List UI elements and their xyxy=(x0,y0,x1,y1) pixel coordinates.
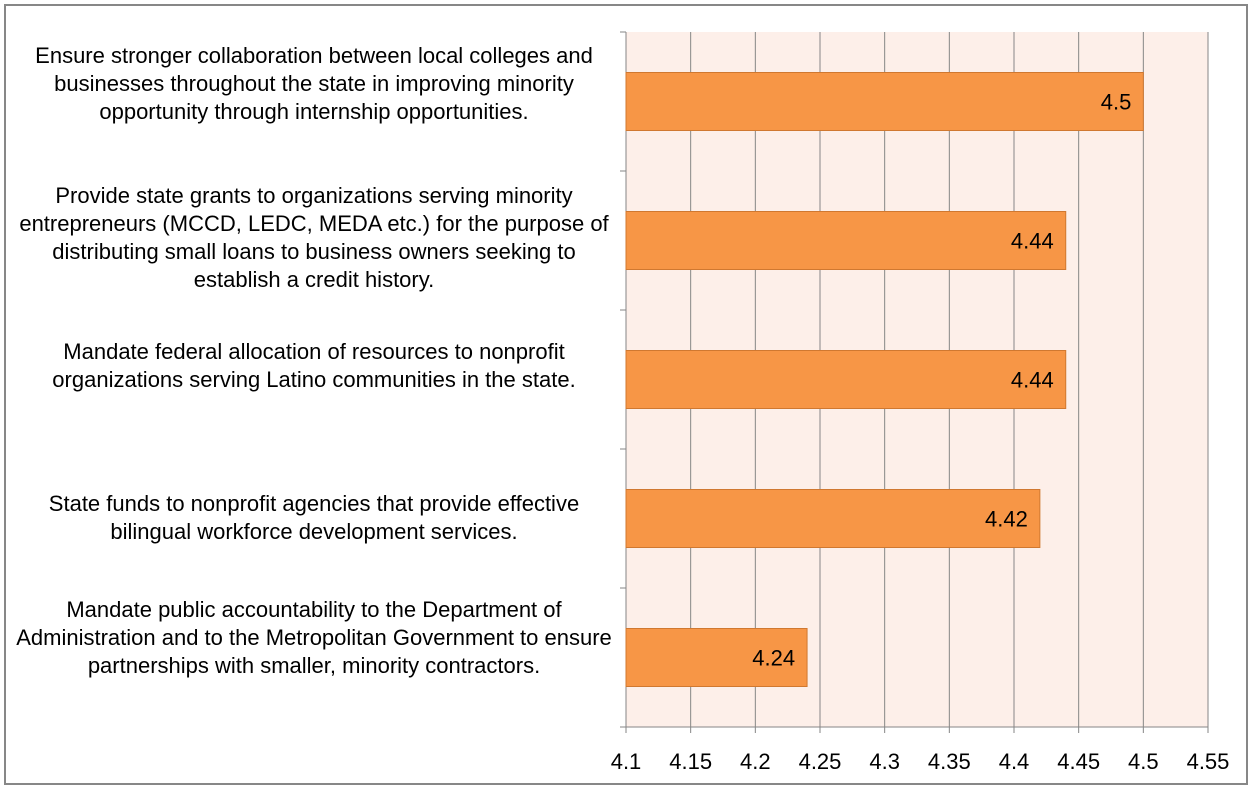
x-tick-label: 4.2 xyxy=(740,749,771,774)
data-label: 4.5 xyxy=(1101,90,1132,115)
category-label: Provide state grants to organizations se… xyxy=(19,183,609,292)
data-label: 4.24 xyxy=(752,646,795,671)
x-tick-label: 4.3 xyxy=(869,749,900,774)
bar xyxy=(625,72,1144,131)
x-tick-label: 4.55 xyxy=(1187,749,1230,774)
x-tick-label: 4.15 xyxy=(669,749,712,774)
data-label: 4.44 xyxy=(1011,368,1054,393)
category-label: State funds to nonprofit agencies that p… xyxy=(48,491,580,544)
x-tick-label: 4.4 xyxy=(999,749,1030,774)
bar xyxy=(625,489,1041,548)
data-label: 4.42 xyxy=(985,507,1028,532)
category-label: Mandate federal allocation of resources … xyxy=(52,339,576,392)
x-tick-label: 4.35 xyxy=(928,749,971,774)
x-tick-label: 4.45 xyxy=(1057,749,1100,774)
category-label: Mandate public accountability to the Dep… xyxy=(16,597,612,678)
data-label: 4.44 xyxy=(1011,229,1054,254)
bar xyxy=(625,628,808,687)
x-tick-label: 4.1 xyxy=(611,749,642,774)
bar xyxy=(625,211,1067,270)
x-tick-label: 4.5 xyxy=(1128,749,1159,774)
x-tick-label: 4.25 xyxy=(799,749,842,774)
category-label: Ensure stronger collaboration between lo… xyxy=(35,43,593,124)
bar xyxy=(625,350,1067,409)
